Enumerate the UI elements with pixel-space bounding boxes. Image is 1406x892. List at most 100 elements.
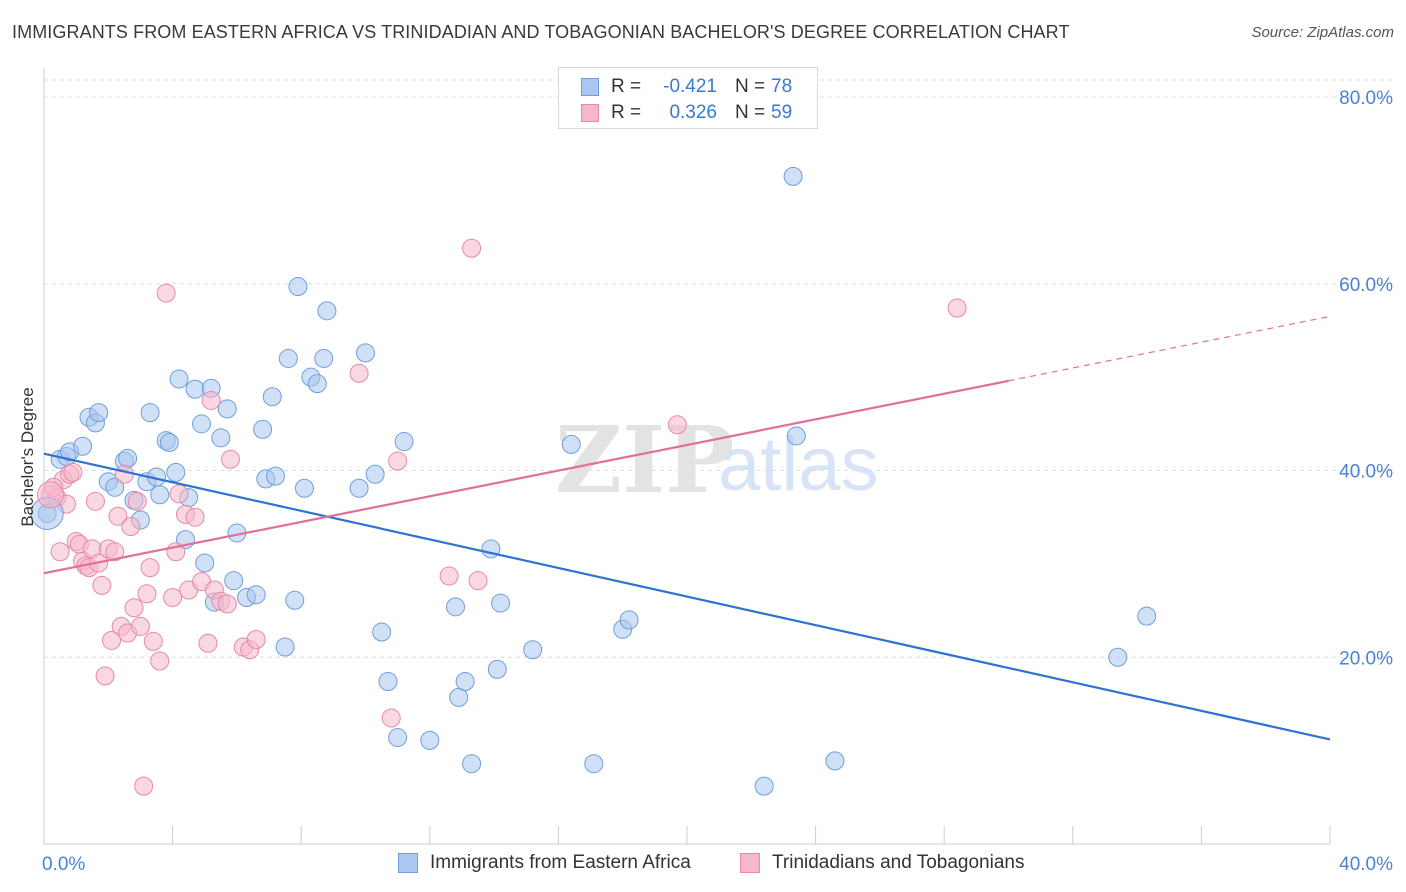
point-eastern-africa — [487, 659, 507, 679]
point-trinidadian — [105, 542, 125, 562]
point-eastern-africa — [217, 399, 237, 419]
point-eastern-africa — [285, 590, 305, 610]
point-eastern-africa — [420, 730, 440, 750]
series-label-trinidadian: Trinidadians and Tobagonians — [772, 852, 1025, 873]
point-eastern-africa — [349, 478, 369, 498]
point-eastern-africa — [388, 728, 408, 748]
legend-row-trinidadian: R = 0.326 N = 59 — [581, 101, 792, 125]
series-legend-eastern-africa[interactable]: Immigrants from Eastern Africa — [398, 852, 691, 874]
y-tick-label: 40.0% — [1339, 462, 1393, 483]
trend-line-trinidadian-extension — [1008, 315, 1331, 382]
point-eastern-africa — [1108, 647, 1128, 667]
legend-swatch-trinidadian — [581, 104, 599, 122]
point-eastern-africa — [294, 478, 314, 498]
point-eastern-africa — [246, 585, 266, 605]
point-eastern-africa — [159, 432, 179, 452]
point-eastern-africa — [140, 403, 160, 423]
point-eastern-africa — [278, 348, 298, 368]
chart-title: IMMIGRANTS FROM EASTERN AFRICA VS TRINID… — [12, 22, 1070, 42]
point-trinidadian — [169, 484, 189, 504]
series-legend: Immigrants from Eastern Africa Trinidadi… — [0, 852, 1406, 876]
point-trinidadian — [95, 666, 115, 686]
point-eastern-africa — [275, 637, 295, 657]
point-trinidadian — [150, 651, 170, 671]
point-trinidadian — [108, 506, 128, 526]
series-legend-trinidadian[interactable]: Trinidadians and Tobagonians — [740, 852, 1024, 874]
legend-swatch-eastern-africa — [581, 78, 599, 96]
gridlines — [44, 79, 1392, 658]
point-eastern-africa — [462, 754, 482, 774]
point-eastern-africa — [446, 597, 466, 617]
point-eastern-africa — [394, 432, 414, 452]
point-eastern-africa — [118, 448, 138, 468]
legend-r-label: R = — [611, 76, 642, 97]
point-trinidadian — [85, 491, 105, 511]
point-eastern-africa — [211, 428, 231, 448]
point-eastern-africa — [372, 622, 392, 642]
point-trinidadian — [198, 633, 218, 653]
point-eastern-africa — [317, 301, 337, 321]
point-eastern-africa — [307, 374, 327, 394]
point-trinidadian — [185, 507, 205, 527]
point-eastern-africa — [265, 466, 285, 486]
point-trinidadian — [439, 566, 459, 586]
legend-row-eastern-africa: R = -0.421 N = 78 — [581, 75, 792, 99]
y-tick-label: 20.0% — [1339, 648, 1393, 669]
point-trinidadian — [156, 283, 176, 303]
point-eastern-africa — [224, 571, 244, 591]
point-eastern-africa — [166, 462, 186, 482]
correlation-legend: R = -0.421 N = 78 R = 0.326 N = 59 — [558, 67, 818, 129]
legend-r-value: -0.421 — [663, 76, 717, 97]
y-axis-label: Bachelor's Degree — [18, 387, 37, 526]
point-eastern-africa — [378, 672, 398, 692]
legend-n-value: 78 — [771, 76, 793, 97]
x-tick-label-max: 40.0% — [1339, 854, 1393, 875]
point-eastern-africa — [365, 464, 385, 484]
point-eastern-africa — [584, 754, 604, 774]
point-eastern-africa — [150, 485, 170, 505]
point-eastern-africa — [262, 387, 282, 407]
point-trinidadian — [220, 449, 240, 469]
point-trinidadian — [947, 298, 967, 318]
trend-line-eastern-africa — [43, 452, 1331, 741]
point-trinidadian — [127, 491, 147, 511]
point-eastern-africa — [491, 593, 511, 613]
point-trinidadian — [137, 584, 157, 604]
point-trinidadian — [462, 238, 482, 258]
point-eastern-africa — [105, 477, 125, 497]
point-eastern-africa — [783, 166, 803, 186]
point-eastern-africa — [523, 640, 543, 660]
legend-r-label: R = — [611, 102, 642, 123]
watermark-zip: ZIP — [555, 406, 734, 514]
point-trinidadian — [201, 390, 221, 410]
y-tick-label: 80.0% — [1339, 88, 1393, 109]
legend-n-value: 59 — [771, 102, 793, 123]
point-trinidadian — [92, 575, 112, 595]
point-trinidadian — [143, 631, 163, 651]
point-eastern-africa — [561, 434, 581, 454]
point-trinidadian — [102, 630, 122, 650]
point-eastern-africa — [1137, 606, 1157, 626]
point-eastern-africa — [253, 419, 273, 439]
point-trinidadian — [163, 587, 183, 607]
point-trinidadian — [124, 598, 144, 618]
point-trinidadian — [381, 708, 401, 728]
point-eastern-africa — [169, 369, 189, 389]
x-tick-label-min: 0.0% — [42, 854, 85, 875]
series-swatch-trinidadian — [740, 853, 760, 873]
point-trinidadian — [388, 451, 408, 471]
point-trinidadian — [130, 616, 150, 636]
source-label: Source: ZipAtlas.com — [1251, 24, 1394, 41]
point-eastern-africa — [825, 751, 845, 771]
point-trinidadian — [121, 517, 141, 537]
legend-r-value: 0.326 — [669, 102, 717, 123]
tick-labels: 20.0% 40.0% 60.0% 80.0% 0.0% 40.0% — [42, 88, 1393, 875]
point-trinidadian — [246, 630, 266, 650]
point-trinidadian — [50, 542, 70, 562]
series-label-eastern-africa: Immigrants from Eastern Africa — [430, 852, 691, 873]
trend-lines — [43, 315, 1331, 741]
point-trinidadian — [134, 776, 154, 796]
point-eastern-africa — [185, 379, 205, 399]
point-eastern-africa — [314, 348, 334, 368]
